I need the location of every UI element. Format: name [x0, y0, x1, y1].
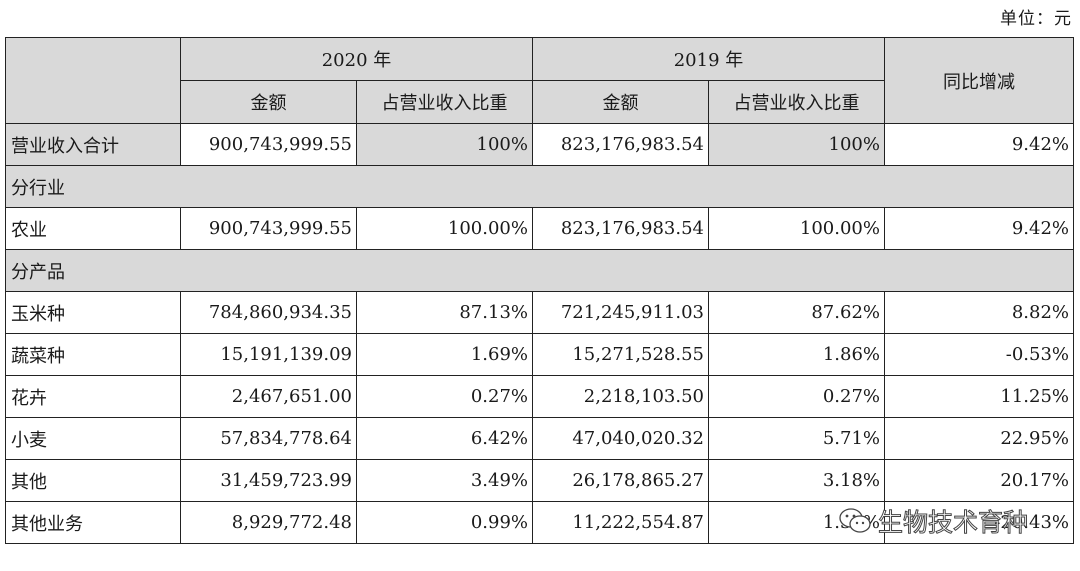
share-2020: 100.00%	[356, 207, 533, 250]
revenue-table: 2020 年 2019 年 同比增减 金额 占营业收入比重 金额 占营业收入比重…	[5, 37, 1074, 544]
row-label: 玉米种	[5, 291, 181, 334]
header-corner-cell	[5, 37, 181, 124]
table-row: 其他业务 8,929,772.48 0.99% 11,222,554.87 1.…	[5, 501, 1074, 544]
yoy-change: 11.25%	[884, 375, 1074, 418]
unit-label: 单位：元	[1000, 9, 1072, 29]
row-label: 花卉	[5, 375, 181, 418]
amount-2020: 900,743,999.55	[180, 207, 357, 250]
section-product-row: 分产品	[5, 249, 1074, 292]
share-2020: 1.69%	[356, 333, 533, 376]
section-industry-label: 分行业	[5, 165, 1074, 208]
total-share-2019: 100%	[708, 123, 885, 166]
amount-2020: 8,929,772.48	[180, 501, 357, 544]
amount-2019: 11,222,554.87	[532, 501, 709, 544]
header-share-2020: 占营业收入比重	[356, 80, 533, 124]
header-2020: 2020 年	[180, 37, 533, 81]
share-2020: 87.13%	[356, 291, 533, 334]
row-label: 其他业务	[5, 501, 181, 544]
yoy-change: 22.95%	[884, 417, 1074, 460]
amount-2020: 784,860,934.35	[180, 291, 357, 334]
share-2020: 6.42%	[356, 417, 533, 460]
amount-2019: 721,245,911.03	[532, 291, 709, 334]
table-row: 其他 31,459,723.99 3.49% 26,178,865.27 3.1…	[5, 459, 1074, 502]
share-2019: 3.18%	[708, 459, 885, 502]
share-2019: 0.27%	[708, 375, 885, 418]
section-product-label: 分产品	[5, 249, 1074, 292]
header-yoy: 同比增减	[884, 37, 1074, 124]
wechat-icon	[838, 506, 872, 536]
row-label: 其他	[5, 459, 181, 502]
header-share-2019: 占营业收入比重	[708, 80, 885, 124]
share-2020: 3.49%	[356, 459, 533, 502]
row-label: 蔬菜种	[5, 333, 181, 376]
amount-2020: 31,459,723.99	[180, 459, 357, 502]
watermark: 生物技术育种	[838, 503, 1029, 539]
share-2019: 100.00%	[708, 207, 885, 250]
total-row: 营业收入合计 900,743,999.55 100% 823,176,983.5…	[5, 123, 1074, 166]
amount-2019: 2,218,103.50	[532, 375, 709, 418]
amount-2019: 15,271,528.55	[532, 333, 709, 376]
row-label: 农业	[5, 207, 181, 250]
yoy-change: 8.82%	[884, 291, 1074, 334]
amount-2019: 823,176,983.54	[532, 207, 709, 250]
amount-2020: 2,467,651.00	[180, 375, 357, 418]
header-2019: 2019 年	[532, 37, 885, 81]
table-row: 玉米种 784,860,934.35 87.13% 721,245,911.03…	[5, 291, 1074, 334]
share-2019: 5.71%	[708, 417, 885, 460]
watermark-text: 生物技术育种	[877, 508, 1029, 538]
section-industry-row: 分行业	[5, 165, 1074, 208]
share-2020: 0.99%	[356, 501, 533, 544]
row-label: 小麦	[5, 417, 181, 460]
header-amount-2019: 金额	[532, 80, 709, 124]
yoy-change: 20.17%	[884, 459, 1074, 502]
table-row: 农业 900,743,999.55 100.00% 823,176,983.54…	[5, 207, 1074, 250]
share-2019: 1.86%	[708, 333, 885, 376]
total-label: 营业收入合计	[5, 123, 181, 166]
amount-2020: 57,834,778.64	[180, 417, 357, 460]
table-row: 花卉 2,467,651.00 0.27% 2,218,103.50 0.27%…	[5, 375, 1074, 418]
header-amount-2020: 金额	[180, 80, 357, 124]
total-yoy: 9.42%	[884, 123, 1074, 166]
total-amount-2019: 823,176,983.54	[532, 123, 709, 166]
table-row: 小麦 57,834,778.64 6.42% 47,040,020.32 5.7…	[5, 417, 1074, 460]
yoy-change: -20.43%	[884, 501, 1074, 544]
amount-2020: 15,191,139.09	[180, 333, 357, 376]
table-row: 蔬菜种 15,191,139.09 1.69% 15,271,528.55 1.…	[5, 333, 1074, 376]
total-share-2020: 100%	[356, 123, 533, 166]
share-2019: 87.62%	[708, 291, 885, 334]
amount-2019: 47,040,020.32	[532, 417, 709, 460]
share-2020: 0.27%	[356, 375, 533, 418]
yoy-change: -0.53%	[884, 333, 1074, 376]
total-amount-2020: 900,743,999.55	[180, 123, 357, 166]
amount-2019: 26,178,865.27	[532, 459, 709, 502]
header-row-metrics: 金额 占营业收入比重 金额 占营业收入比重	[6, 80, 1074, 124]
header-row-years: 2020 年 2019 年 同比增减	[5, 37, 1074, 124]
yoy-change: 9.42%	[884, 207, 1074, 250]
